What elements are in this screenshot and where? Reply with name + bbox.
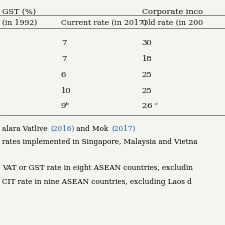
Text: 30: 30 <box>142 39 152 47</box>
Text: Corporate inco: Corporate inco <box>142 8 203 16</box>
Text: VAT or GST rate in eight ASEAN countries, excludin: VAT or GST rate in eight ASEAN countries… <box>2 164 193 172</box>
Text: 9ᵇ: 9ᵇ <box>61 102 70 110</box>
Text: 25: 25 <box>142 87 152 95</box>
Text: (in 1992): (in 1992) <box>2 19 37 27</box>
Text: 18: 18 <box>142 55 153 63</box>
Text: rates implemented in Singapore, Malaysia and Vietna: rates implemented in Singapore, Malaysia… <box>2 138 198 146</box>
Text: 6: 6 <box>61 71 66 79</box>
Text: (2017): (2017) <box>111 125 135 133</box>
Text: GST (%): GST (%) <box>2 8 36 16</box>
Text: 7: 7 <box>61 39 66 47</box>
Text: 7: 7 <box>61 55 66 63</box>
Text: CIT rate in nine ASEAN countries, excluding Laos d: CIT rate in nine ASEAN countries, exclud… <box>2 178 192 186</box>
Text: 26 ᶜ: 26 ᶜ <box>142 102 158 110</box>
Text: 10: 10 <box>61 87 71 95</box>
Text: and Mok: and Mok <box>74 125 111 133</box>
Text: Old rate (in 200: Old rate (in 200 <box>142 19 203 27</box>
Text: alara Vatlive: alara Vatlive <box>2 125 50 133</box>
Text: 25: 25 <box>142 71 152 79</box>
Text: (2016): (2016) <box>50 125 74 133</box>
Text: Current rate (in 2017): Current rate (in 2017) <box>61 19 146 27</box>
